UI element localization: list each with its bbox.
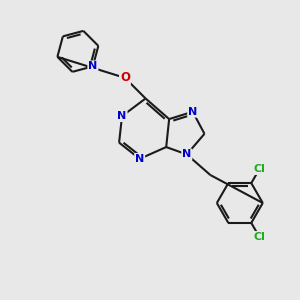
Text: N: N — [182, 149, 191, 159]
Text: N: N — [117, 111, 127, 121]
Text: O: O — [120, 71, 130, 84]
Text: N: N — [135, 154, 144, 164]
Text: N: N — [88, 61, 98, 71]
Text: Cl: Cl — [254, 164, 265, 174]
Text: N: N — [188, 107, 197, 117]
Text: Cl: Cl — [254, 232, 265, 242]
